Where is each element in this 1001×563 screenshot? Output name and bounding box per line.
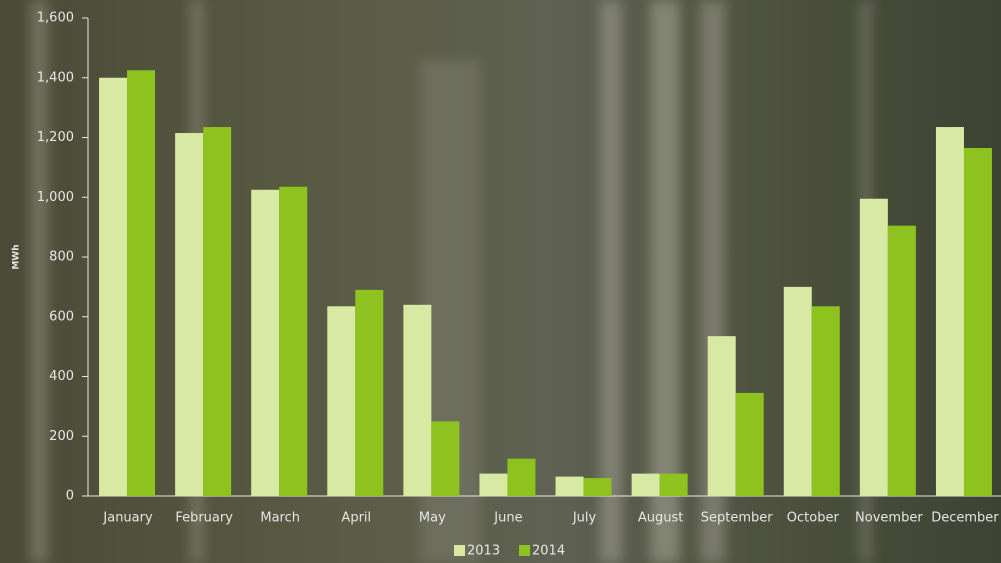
bar (555, 476, 584, 496)
x-tick-label: September (701, 511, 774, 526)
y-tick-label: 800 (49, 250, 74, 265)
bar (811, 306, 840, 496)
y-tick-label: 1,000 (37, 190, 74, 205)
y-tick-label: 400 (49, 369, 74, 384)
x-tick-label: November (855, 511, 923, 526)
bar (887, 225, 916, 496)
bar (127, 70, 156, 496)
bar (431, 421, 460, 496)
y-tick-label: 0 (66, 489, 74, 504)
legend-swatch (454, 545, 465, 556)
bar (583, 478, 612, 496)
x-tick-label: April (341, 511, 371, 526)
bar (963, 147, 992, 497)
y-tick-label: 1,400 (37, 70, 74, 85)
x-tick-label: October (787, 511, 840, 526)
y-axis-label: MWh (12, 244, 22, 269)
legend-label: 2014 (532, 544, 565, 559)
x-tick-label: August (638, 511, 684, 526)
bar (355, 289, 384, 496)
bar (479, 473, 508, 496)
bar (327, 306, 356, 496)
bar (99, 77, 128, 496)
x-tick-label: December (931, 511, 999, 526)
bar (279, 186, 308, 496)
y-tick-label: 1,200 (37, 130, 74, 145)
x-tick-label: May (419, 511, 446, 526)
bar (251, 189, 280, 496)
bar (631, 473, 660, 496)
bar (175, 133, 204, 497)
legend-label: 2013 (467, 544, 500, 559)
bar (707, 336, 736, 496)
x-tick-label: July (572, 511, 597, 526)
bar (659, 473, 688, 496)
x-tick-label: March (260, 511, 300, 526)
y-tick-label: 200 (49, 429, 74, 444)
x-tick-label: January (102, 511, 153, 526)
bar (859, 198, 888, 496)
x-tick-label: February (175, 511, 233, 526)
bar (935, 127, 964, 496)
legend-swatch (519, 545, 530, 556)
bar (783, 286, 812, 496)
bar (507, 458, 536, 496)
x-tick-label: June (493, 511, 522, 526)
y-tick-label: 1,600 (37, 11, 74, 26)
bar (735, 392, 764, 496)
bar (203, 127, 232, 496)
bar (403, 304, 432, 496)
y-tick-label: 600 (49, 309, 74, 324)
